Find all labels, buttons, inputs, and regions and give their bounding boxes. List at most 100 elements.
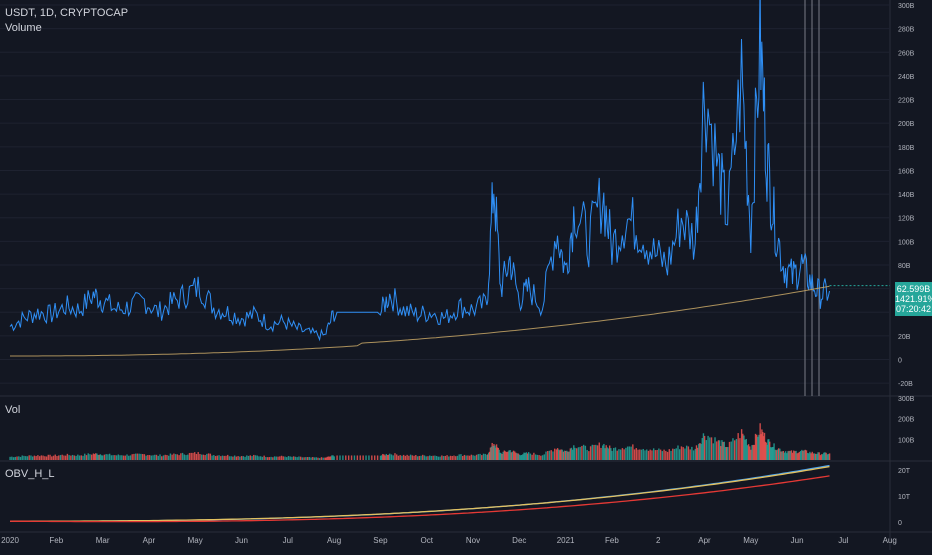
volume-bar [521,454,523,460]
volume-bar [496,447,499,460]
main-pane [9,0,890,396]
volume-bar [502,451,504,460]
volume-bar [296,457,298,460]
volume-bar [570,447,573,460]
volume-bar [451,456,453,460]
volume-bar [511,451,514,460]
volume-bar [752,444,754,460]
volume-bar [30,455,32,460]
volume-bar [84,453,86,460]
volume-bar [339,455,341,460]
volume-bar [806,452,809,460]
volume-bar [780,451,782,460]
volume-bar [188,452,191,460]
volume-bar [810,453,812,460]
y-tick-label: 280B [898,27,915,34]
volume-bar [230,456,232,460]
volume-bar [642,448,644,460]
volume-bar [254,455,257,460]
volume-bar [680,446,683,460]
volume-bar [115,455,118,460]
volume-bar [117,454,120,460]
volume-bar [484,453,486,460]
x-tick-label: May [188,536,203,545]
volume-bar [798,451,801,460]
volume-bar [289,456,291,460]
volume-bar [790,450,793,460]
volume-bar [559,450,561,460]
y-tick-label: 20B [898,334,911,341]
volume-bar [543,454,545,460]
volume-bar [28,455,30,460]
volume-bar [365,455,367,460]
volume-bar [21,455,23,460]
volume-bar [772,446,774,460]
volume-bar [35,456,37,460]
volume-bar [107,454,109,460]
volume-bar [737,433,739,460]
volume-bar [586,449,588,460]
volume-bar [199,453,201,460]
volume-bar [310,457,312,460]
volume-bar [306,457,309,460]
volume-bar [762,432,764,460]
volume-bar [663,449,665,460]
y-tick-label: 180B [898,145,915,152]
volume-bar [384,455,386,460]
volume-bar [265,457,267,460]
volume-bar [754,433,757,460]
volume-bar [823,452,825,460]
volume-bar [584,445,587,460]
x-tick-label: Jun [791,536,804,545]
volume-bar [489,447,492,460]
obv-y-tick-label: 0 [898,520,902,527]
volume-bar [608,445,611,460]
volume-bar [495,444,498,460]
volume-bar [700,443,702,460]
volume-bar [819,455,822,460]
volume-bar [428,455,431,460]
x-tick-label: Apr [698,536,711,545]
volume-bar [181,452,184,460]
volume-bar [228,456,231,460]
volume-bar [396,454,398,460]
volume-bar [540,455,542,460]
volume-bar [651,450,653,460]
volume-bar [712,443,714,460]
volume-bar [707,435,709,460]
volume-bar [328,456,331,460]
volume-bar [522,454,524,460]
volume-bar [95,453,97,460]
volume-bar [121,455,123,460]
volume-bar [626,446,629,460]
volume-bar [425,456,427,460]
volume-bar [577,447,580,460]
x-tick-label: Feb [49,536,63,545]
volume-bar [774,449,776,460]
volume-bar [141,454,144,460]
volume-bar [200,454,203,460]
volume-bar [827,453,830,460]
volume-bar [342,455,344,460]
volume-bar [740,429,743,460]
volume-bar [194,452,196,460]
volume-bar [573,445,575,460]
volume-bar [815,453,817,460]
volume-bar [757,436,759,460]
x-tick-label: 2 [656,536,661,545]
volume-bar [386,455,389,460]
volume-bar [291,456,293,460]
volume-bar [71,454,74,460]
volume-bar [722,441,724,460]
volume-bar [178,455,180,460]
volume-bar [720,446,722,460]
volume-bar [286,457,288,460]
volume-bar [649,449,651,460]
volume-bar [579,446,581,460]
volume-bar [122,455,125,460]
volume-bar [155,454,158,460]
volume-bar [434,455,436,460]
volume-bar [100,455,103,460]
volume-bar [465,455,467,460]
volume-bar [604,448,606,460]
